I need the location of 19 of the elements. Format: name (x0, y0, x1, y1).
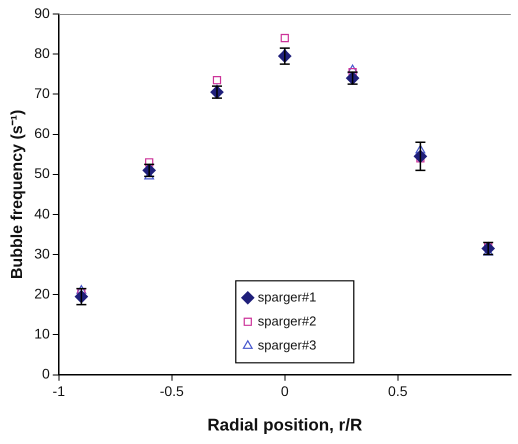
legend-label: sparger#2 (258, 313, 316, 328)
x-tick-label: -0.5 (160, 383, 184, 400)
y-tick-label: 10 (34, 326, 50, 342)
legend-label: sparger#3 (258, 337, 316, 352)
x-tick-label: 0.5 (388, 383, 408, 400)
x-axis-title: Radial position, r/R (207, 415, 362, 434)
y-tick-label: 20 (34, 285, 50, 302)
y-tick-label: 60 (34, 125, 50, 142)
y-tick-label: 90 (34, 4, 50, 21)
x-tick-label: 0 (280, 383, 289, 400)
y-tick-label: 80 (34, 44, 50, 61)
y-tick-label: 0 (42, 366, 50, 382)
y-tick-label: 40 (34, 205, 50, 222)
y-tick-label: 50 (34, 165, 50, 182)
y-tick-label: 70 (34, 85, 50, 102)
legend-label: sparger#1 (258, 289, 316, 304)
y-axis-title: Bubble frequency (s⁻¹) (9, 110, 26, 280)
x-tick-label: -1 (52, 383, 66, 400)
y-tick-label: 30 (34, 245, 50, 262)
